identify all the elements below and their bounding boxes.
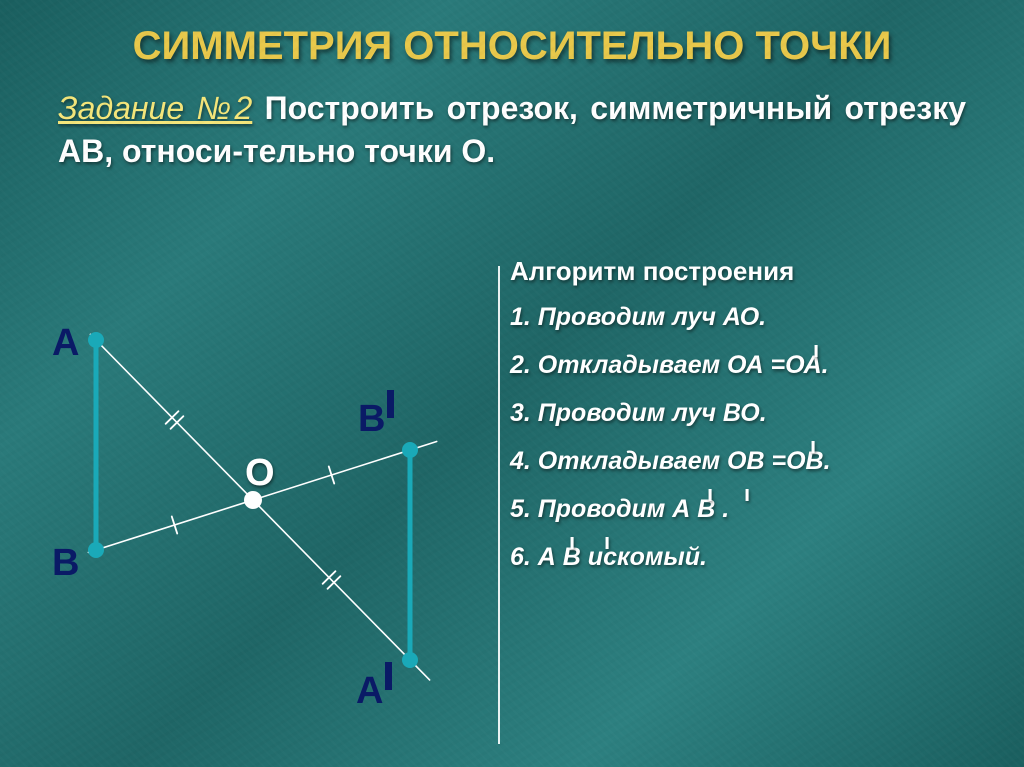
vertical-divider [498, 266, 500, 744]
algorithm-panel: Алгоритм построения 1. Проводим луч АО. 2… [510, 256, 990, 591]
prime-mark: ı [707, 481, 713, 507]
algorithm-step: 6. А В искомый.ıı [510, 543, 990, 572]
point-label: А [52, 322, 79, 365]
slide-title: СИММЕТРИЯ ОТНОСИТЕЛЬНО ТОЧКИ [0, 0, 1024, 69]
point-label: А [356, 670, 392, 713]
prime-bar-icon [385, 662, 392, 690]
prime-mark: ı [810, 433, 816, 459]
point-label: В [52, 542, 79, 585]
algorithm-step: 4. Откладываем ОВ =ОВ.ı [510, 447, 990, 476]
prime-mark: ı [813, 337, 819, 363]
algorithm-title: Алгоритм построения [510, 256, 990, 287]
algorithm-step: 2. Откладываем ОА =ОА.ı [510, 351, 990, 380]
prime-mark: ı [604, 529, 610, 555]
algorithm-step: 5. Проводим А В .ıı [510, 495, 990, 524]
prime-mark: ı [744, 481, 750, 507]
task-label: Задание №2 [58, 90, 252, 126]
lower-region: АВОВА Алгоритм построения 1. Проводим лу… [0, 260, 1024, 767]
algorithm-step: 3. Проводим луч ВО. [510, 399, 990, 428]
algorithm-step: 1. Проводим луч АО. [510, 303, 990, 332]
geometry-diagram: А В О В А [18, 260, 488, 760]
point-label: В [358, 398, 394, 441]
point-label: О [245, 452, 275, 495]
diagram-svg [18, 260, 488, 760]
prime-bar-icon [387, 390, 394, 418]
task-text: Задание №2 Построить отрезок, симметричн… [0, 69, 1024, 173]
prime-mark: ı [569, 529, 575, 555]
